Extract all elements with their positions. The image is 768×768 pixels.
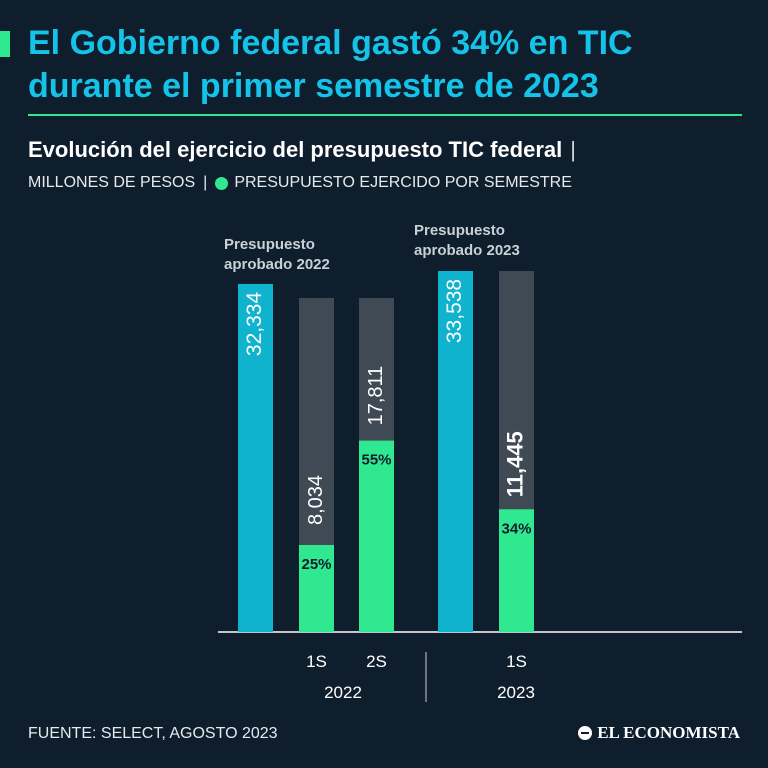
approved-value-label-2022: 32,334 <box>243 292 266 357</box>
executed-value-label-2023-1S: 11,445 <box>502 431 527 497</box>
title-accent-bar <box>0 31 10 57</box>
approved-budget-label-line: aprobado 2022 <box>224 256 330 273</box>
executed-bar-2022-2S <box>359 440 394 632</box>
executed-bar-2023-1S <box>499 509 534 632</box>
legend-executed-label: PRESUPUESTO EJERCIDO POR SEMESTRE <box>234 174 572 191</box>
semester-tick-label-2022-2S: 2S <box>366 652 387 671</box>
publisher-logo-icon <box>578 726 593 740</box>
approved-value-label-2023: 33,538 <box>443 279 466 343</box>
executed-bar-2022-1S <box>299 544 334 632</box>
chart-title: El Gobierno federal gastó 34% en TIC dur… <box>28 24 633 105</box>
executed-percent-label-2022-1S: 25% <box>301 556 331 573</box>
publisher-logo: EL ECONOMISTA <box>578 723 740 743</box>
subtitle-separator: | <box>570 137 576 162</box>
semester-tick-label-2022-1S: 1S <box>306 652 327 671</box>
executed-value-label-2022-2S: 17,811 <box>365 366 387 426</box>
unit-separator: | <box>203 174 208 191</box>
source-note: FUENTE: SELECT, AGOSTO 2023 <box>28 725 278 742</box>
approved-budget-label-line: aprobado 2023 <box>414 242 520 259</box>
year-tick-label-2022: 2022 <box>324 683 362 702</box>
approved-budget-label-line: Presupuesto <box>414 222 505 239</box>
year-tick-label-2023: 2023 <box>497 683 535 702</box>
chart-subtitle: Evolución del ejercicio del presupuesto … <box>28 137 576 163</box>
approved-budget-label-2023: Presupuesto aprobado 2023 <box>414 222 520 259</box>
title-divider <box>28 114 742 116</box>
executed-value-label-2022-1S: 8,034 <box>305 475 327 525</box>
legend-executed-dot-icon <box>215 176 229 190</box>
unit-legend-row: MILLONES DE PESOS | PRESUPUESTO EJERCIDO… <box>28 174 572 192</box>
executed-percent-label-2023-1S: 34% <box>501 520 531 537</box>
publisher-name: EL ECONOMISTA <box>597 723 740 742</box>
approved-budget-bar-2023 <box>438 271 473 632</box>
approved-budget-bar-2022 <box>238 283 273 632</box>
unit-label: MILLONES DE PESOS <box>28 174 196 191</box>
semester-tick-label-2023-1S: 1S <box>506 652 527 671</box>
approved-budget-label-2022: Presupuesto aprobado 2022 <box>224 236 330 273</box>
subtitle-text: Evolución del ejercicio del presupuesto … <box>28 137 563 162</box>
approved-budget-label-line: Presupuesto <box>224 236 315 253</box>
executed-percent-label-2022-2S: 55% <box>361 452 391 469</box>
